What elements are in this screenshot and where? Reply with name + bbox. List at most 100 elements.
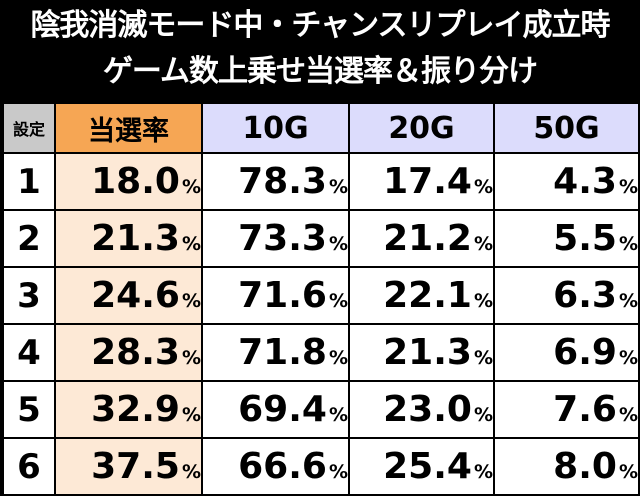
setting-cell-value: 1 [17, 161, 41, 202]
table-body: 1 18.0% 78.3% 17.4% 4.3% 2 21.3% 73.3% 21.2% 5.5%… [2, 152, 640, 496]
percent-sign: % [618, 347, 638, 369]
percent-sign: % [181, 233, 201, 255]
g10-cell: 71.8% [201, 323, 350, 382]
g50-cell: 8.0% [493, 437, 640, 496]
g10-cell-value: 71.8 [238, 332, 327, 373]
setting-cell-value: 4 [17, 332, 41, 373]
g20-cell: 21.2% [348, 209, 495, 268]
rate-cell-value: 21.3 [91, 218, 180, 259]
percent-sign: % [181, 290, 201, 312]
rate-cell: 37.5% [54, 437, 203, 496]
rate-cell: 21.3% [54, 209, 203, 268]
setting-cell-value: 2 [17, 218, 41, 259]
g10-cell: 71.6% [201, 266, 350, 325]
g20-cell-value: 25.4 [383, 446, 472, 487]
percent-sign: % [618, 176, 638, 198]
g20-cell-value: 21.3 [383, 332, 472, 373]
percent-sign: % [473, 461, 493, 483]
header-10g: 10G [201, 102, 350, 154]
percent-sign: % [473, 404, 493, 426]
percent-sign: % [473, 233, 493, 255]
g50-cell: 7.6% [493, 380, 640, 439]
rate-cell: 18.0% [54, 152, 203, 211]
table-row: 2 21.3% 73.3% 21.2% 5.5% [2, 209, 640, 268]
g50-cell-value: 6.9 [553, 332, 617, 373]
setting-cell-value: 3 [17, 275, 41, 316]
g50-cell: 5.5% [493, 209, 640, 268]
table-row: 4 28.3% 71.8% 21.3% 6.9% [2, 323, 640, 382]
rate-cell: 32.9% [54, 380, 203, 439]
percent-sign: % [618, 461, 638, 483]
g20-cell: 21.3% [348, 323, 495, 382]
g10-cell-value: 73.3 [238, 218, 327, 259]
rate-cell: 24.6% [54, 266, 203, 325]
g10-cell-value: 66.6 [238, 446, 327, 487]
g20-cell-value: 23.0 [383, 389, 472, 430]
setting-cell: 2 [2, 209, 56, 268]
percent-sign: % [181, 176, 201, 198]
percent-sign: % [181, 461, 201, 483]
percent-sign: % [473, 290, 493, 312]
g20-cell: 17.4% [348, 152, 495, 211]
g50-cell-value: 5.5 [553, 218, 617, 259]
percent-sign: % [618, 404, 638, 426]
setting-cell: 6 [2, 437, 56, 496]
g50-cell-value: 8.0 [553, 446, 617, 487]
percent-sign: % [473, 347, 493, 369]
setting-cell-value: 6 [17, 446, 41, 487]
setting-cell: 3 [2, 266, 56, 325]
rate-cell-value: 18.0 [91, 161, 180, 202]
header-20g: 20G [348, 102, 495, 154]
g50-cell: 4.3% [493, 152, 640, 211]
g20-cell: 22.1% [348, 266, 495, 325]
setting-cell: 5 [2, 380, 56, 439]
rate-table: 設定 当選率 10G 20G 50G 1 18.0% 78.3% 17.4% 4.3% 2… [2, 102, 640, 496]
setting-cell-value: 5 [17, 389, 41, 430]
percent-sign: % [328, 347, 348, 369]
header-rate: 当選率 [54, 102, 203, 154]
g10-cell: 69.4% [201, 380, 350, 439]
g20-cell: 25.4% [348, 437, 495, 496]
header-row: 設定 当選率 10G 20G 50G [2, 102, 640, 154]
percent-sign: % [181, 404, 201, 426]
rate-cell-value: 32.9 [91, 389, 180, 430]
g50-cell: 6.3% [493, 266, 640, 325]
header-50g: 50G [493, 102, 640, 154]
rate-cell-value: 24.6 [91, 275, 180, 316]
g10-cell-value: 71.6 [238, 275, 327, 316]
g20-cell-value: 21.2 [383, 218, 472, 259]
percent-sign: % [473, 176, 493, 198]
percent-sign: % [328, 176, 348, 198]
g10-cell: 78.3% [201, 152, 350, 211]
g10-cell: 66.6% [201, 437, 350, 496]
percent-sign: % [328, 290, 348, 312]
setting-cell: 1 [2, 152, 56, 211]
g10-cell-value: 78.3 [238, 161, 327, 202]
table-row: 5 32.9% 69.4% 23.0% 7.6% [2, 380, 640, 439]
percent-sign: % [181, 347, 201, 369]
table-row: 3 24.6% 71.6% 22.1% 6.3% [2, 266, 640, 325]
percent-sign: % [618, 233, 638, 255]
table-row: 6 37.5% 66.6% 25.4% 8.0% [2, 437, 640, 496]
g10-cell-value: 69.4 [238, 389, 327, 430]
percent-sign: % [328, 461, 348, 483]
header-setting: 設定 [2, 102, 56, 154]
page-subtitle: ゲーム数上乗せ当選率＆振り分け [102, 54, 538, 89]
setting-cell: 4 [2, 323, 56, 382]
g50-cell-value: 6.3 [553, 275, 617, 316]
table-row: 1 18.0% 78.3% 17.4% 4.3% [2, 152, 640, 211]
g10-cell: 73.3% [201, 209, 350, 268]
rate-cell-value: 28.3 [91, 332, 180, 373]
g20-cell-value: 22.1 [383, 275, 472, 316]
percent-sign: % [328, 233, 348, 255]
percent-sign: % [618, 290, 638, 312]
page-title: 陰我消滅モード中・チャンスリプレイ成立時 [30, 8, 610, 43]
g50-cell: 6.9% [493, 323, 640, 382]
g50-cell-value: 7.6 [553, 389, 617, 430]
g20-cell: 23.0% [348, 380, 495, 439]
g50-cell-value: 4.3 [553, 161, 617, 202]
rate-cell: 28.3% [54, 323, 203, 382]
percent-sign: % [328, 404, 348, 426]
rate-cell-value: 37.5 [91, 446, 180, 487]
g20-cell-value: 17.4 [383, 161, 472, 202]
